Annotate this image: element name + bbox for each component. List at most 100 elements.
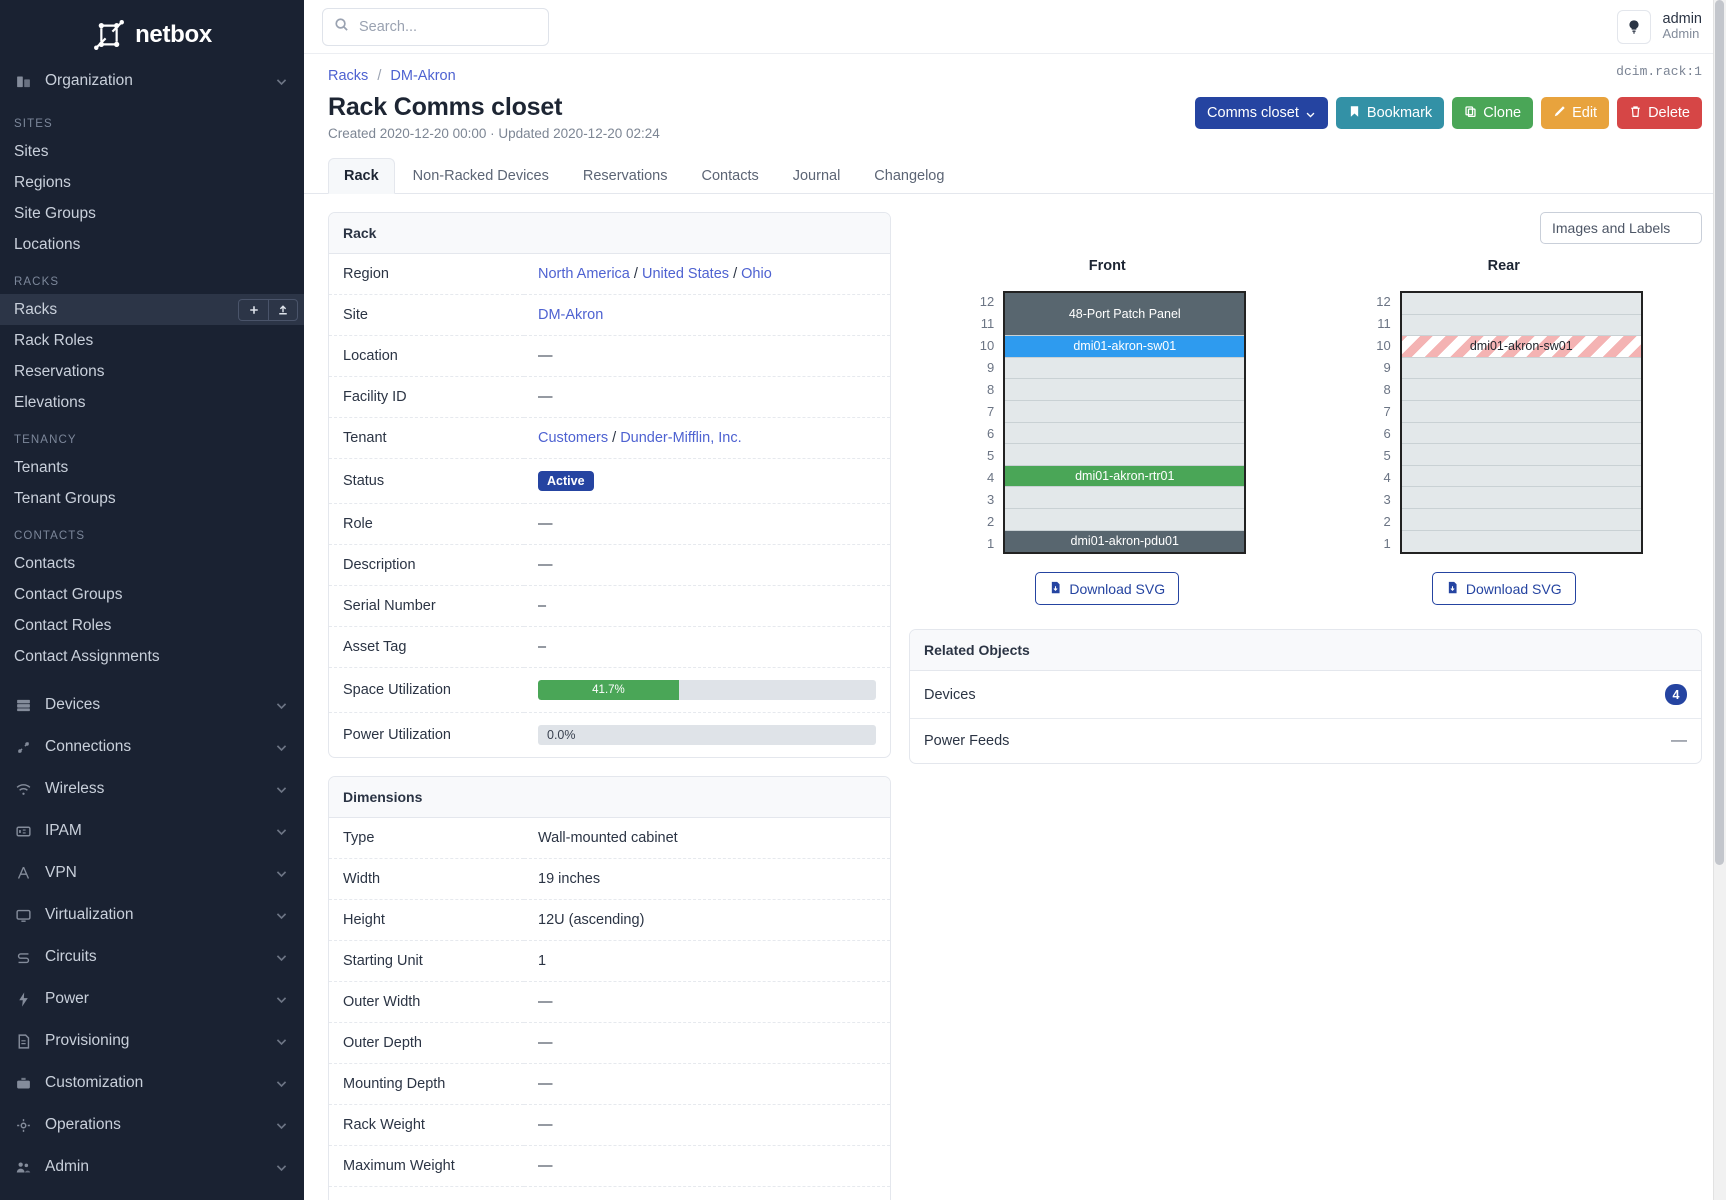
sidebar-item-contact-groups[interactable]: Contact Groups: [0, 579, 304, 610]
clone-button[interactable]: Clone: [1452, 97, 1534, 129]
related-row-devices[interactable]: Devices 4: [910, 671, 1701, 720]
action-buttons: Comms closet Bookmark Clone: [1195, 93, 1702, 129]
sidebar-item-locations[interactable]: Locations: [0, 229, 304, 260]
row-label: Total Weight: [329, 1187, 524, 1200]
delete-button[interactable]: Delete: [1617, 97, 1702, 129]
sidebar-group-wireless[interactable]: Wireless: [0, 768, 304, 810]
region-link-united-states[interactable]: United States: [641, 266, 730, 282]
rack-unit-device[interactable]: dmi01-akron-sw01: [1401, 336, 1641, 358]
bookmark-icon: [1348, 105, 1361, 122]
sidebar-group-customization[interactable]: Customization: [0, 1062, 304, 1104]
search-icon: [334, 17, 349, 37]
row-label: Mounting Depth: [343, 1076, 446, 1092]
breadcrumb-link-site[interactable]: DM-Akron: [390, 68, 456, 84]
search-input[interactable]: [359, 18, 537, 35]
site-link[interactable]: DM-Akron: [538, 307, 604, 323]
user-menu[interactable]: admin Admin: [1663, 11, 1703, 43]
building-icon: [14, 72, 32, 90]
sidebar-group-virtualization[interactable]: Virtualization: [0, 894, 304, 936]
elevation-view-select[interactable]: Images and Labels: [1540, 212, 1702, 244]
chevron-down-icon: [275, 951, 288, 964]
unit-number: 5: [987, 447, 995, 463]
row-label: Site: [343, 307, 368, 323]
sidebar-item-elevations[interactable]: Elevations: [0, 387, 304, 418]
lightbulb-icon[interactable]: [1616, 9, 1651, 44]
unit-number: 7: [987, 404, 995, 420]
tab-non-racked-devices[interactable]: Non-Racked Devices: [412, 168, 549, 184]
sidebar-group-label: Organization: [45, 72, 133, 89]
breadcrumb-link-racks[interactable]: Racks: [328, 68, 369, 84]
sidebar-item-tenant-groups[interactable]: Tenant Groups: [0, 483, 304, 514]
rack-unit-device[interactable]: dmi01-akron-sw01: [1005, 336, 1245, 358]
dimensions-card: Dimensions Type Wall-mounted cabinet Wid…: [328, 776, 891, 1200]
rack-unit-empty: [1005, 400, 1245, 423]
rear-download-svg-button[interactable]: Download SVG: [1431, 572, 1576, 606]
edit-button[interactable]: Edit: [1541, 97, 1610, 129]
document-icon: [14, 1032, 32, 1050]
sidebar-group-circuits[interactable]: Circuits: [0, 936, 304, 978]
rack-unit-device[interactable]: 48-Port Patch Panel: [1005, 293, 1245, 337]
sidebar-group-connections[interactable]: Connections: [0, 726, 304, 768]
search-box[interactable]: [322, 7, 549, 46]
bookmark-button[interactable]: Bookmark: [1335, 97, 1445, 129]
sidebar-item-label: Contact Assignments: [14, 647, 160, 665]
front-download-label: Download SVG: [1069, 580, 1166, 597]
region-link-north-america[interactable]: North America: [538, 266, 630, 282]
sidebar-item-racks[interactable]: Racks: [0, 294, 304, 325]
tenant-group-link[interactable]: Customers: [538, 430, 609, 446]
sidebar-group-organization[interactable]: Organization: [0, 60, 304, 102]
sidebar-item-contacts[interactable]: Contacts: [0, 548, 304, 579]
table-row: Type Wall-mounted cabinet: [329, 818, 890, 859]
sidebar-group-admin[interactable]: Admin: [0, 1146, 304, 1188]
table-row: Space Utilization 41.7%: [329, 668, 890, 713]
sidebar-group-ipam[interactable]: IPAM: [0, 810, 304, 852]
sidebar-section-contacts: CONTACTS: [14, 530, 86, 542]
table-row: Location —: [329, 336, 890, 377]
row-value: 12U (ascending): [538, 912, 645, 928]
sidebar-item-reservations[interactable]: Reservations: [0, 356, 304, 387]
sidebar-group-provisioning[interactable]: Provisioning: [0, 1020, 304, 1062]
related-row-power-feeds[interactable]: Power Feeds —: [910, 719, 1701, 763]
sidebar-group-operations[interactable]: Operations: [0, 1104, 304, 1146]
sidebar-item-contact-roles[interactable]: Contact Roles: [0, 610, 304, 641]
plus-icon[interactable]: [238, 298, 268, 321]
tab-contacts[interactable]: Contacts: [701, 168, 759, 184]
sidebar-item-site-groups[interactable]: Site Groups: [0, 198, 304, 229]
sidebar-item-contact-assignments[interactable]: Contact Assignments: [0, 641, 304, 672]
page-scrollbar[interactable]: [1713, 0, 1726, 1200]
front-download-svg-button[interactable]: Download SVG: [1035, 572, 1180, 606]
region-link-ohio[interactable]: Ohio: [741, 266, 772, 282]
row-label: Space Utilization: [343, 682, 451, 698]
rack-unit-label: 48-Port Patch Panel: [1068, 307, 1181, 322]
tab-changelog[interactable]: Changelog: [874, 168, 945, 184]
tenant-link[interactable]: Dunder-Mifflin, Inc.: [620, 430, 742, 446]
page-subtitle: Created 2020-12-20 00:00 · Updated 2020-…: [328, 126, 660, 141]
sidebar-item-tenants[interactable]: Tenants: [0, 452, 304, 483]
table-row: Rack Weight —: [329, 1105, 890, 1146]
power-feeds-count: —: [1671, 732, 1687, 750]
rack-unit-device[interactable]: dmi01-akron-pdu01: [1005, 530, 1245, 553]
tab-reservations[interactable]: Reservations: [582, 168, 668, 184]
sidebar-group-power[interactable]: Power: [0, 978, 304, 1020]
table-row: Outer Depth —: [329, 1023, 890, 1064]
tab-bar: Rack Non-Racked Devices Reservations Con…: [304, 141, 1726, 194]
row-label: Outer Width: [343, 994, 421, 1010]
sidebar-item-regions[interactable]: Regions: [0, 167, 304, 198]
sidebar-group-devices[interactable]: Devices: [0, 684, 304, 726]
rack-unit-empty: [1005, 508, 1245, 531]
ip-icon: [14, 822, 32, 840]
sidebar-group-vpn[interactable]: VPN: [0, 852, 304, 894]
rack-unit-empty: [1005, 379, 1245, 401]
sidebar-item-sites[interactable]: Sites: [0, 136, 304, 167]
row-value: —: [538, 516, 553, 532]
row-value: North America / United States / Ohio: [524, 254, 890, 295]
tab-journal[interactable]: Journal: [792, 168, 841, 184]
sidebar-item-rack-roles[interactable]: Rack Roles: [0, 325, 304, 356]
unit-number: 2: [1383, 513, 1391, 529]
rack-unit-device[interactable]: dmi01-akron-rtr01: [1005, 465, 1245, 488]
comms-closet-dropdown-button[interactable]: Comms closet: [1195, 97, 1328, 129]
scrollbar-thumb[interactable]: [1715, 0, 1724, 865]
tab-rack[interactable]: Rack: [328, 158, 395, 194]
upload-icon[interactable]: [268, 298, 298, 321]
brand-logo-block[interactable]: netbox: [0, 0, 304, 60]
